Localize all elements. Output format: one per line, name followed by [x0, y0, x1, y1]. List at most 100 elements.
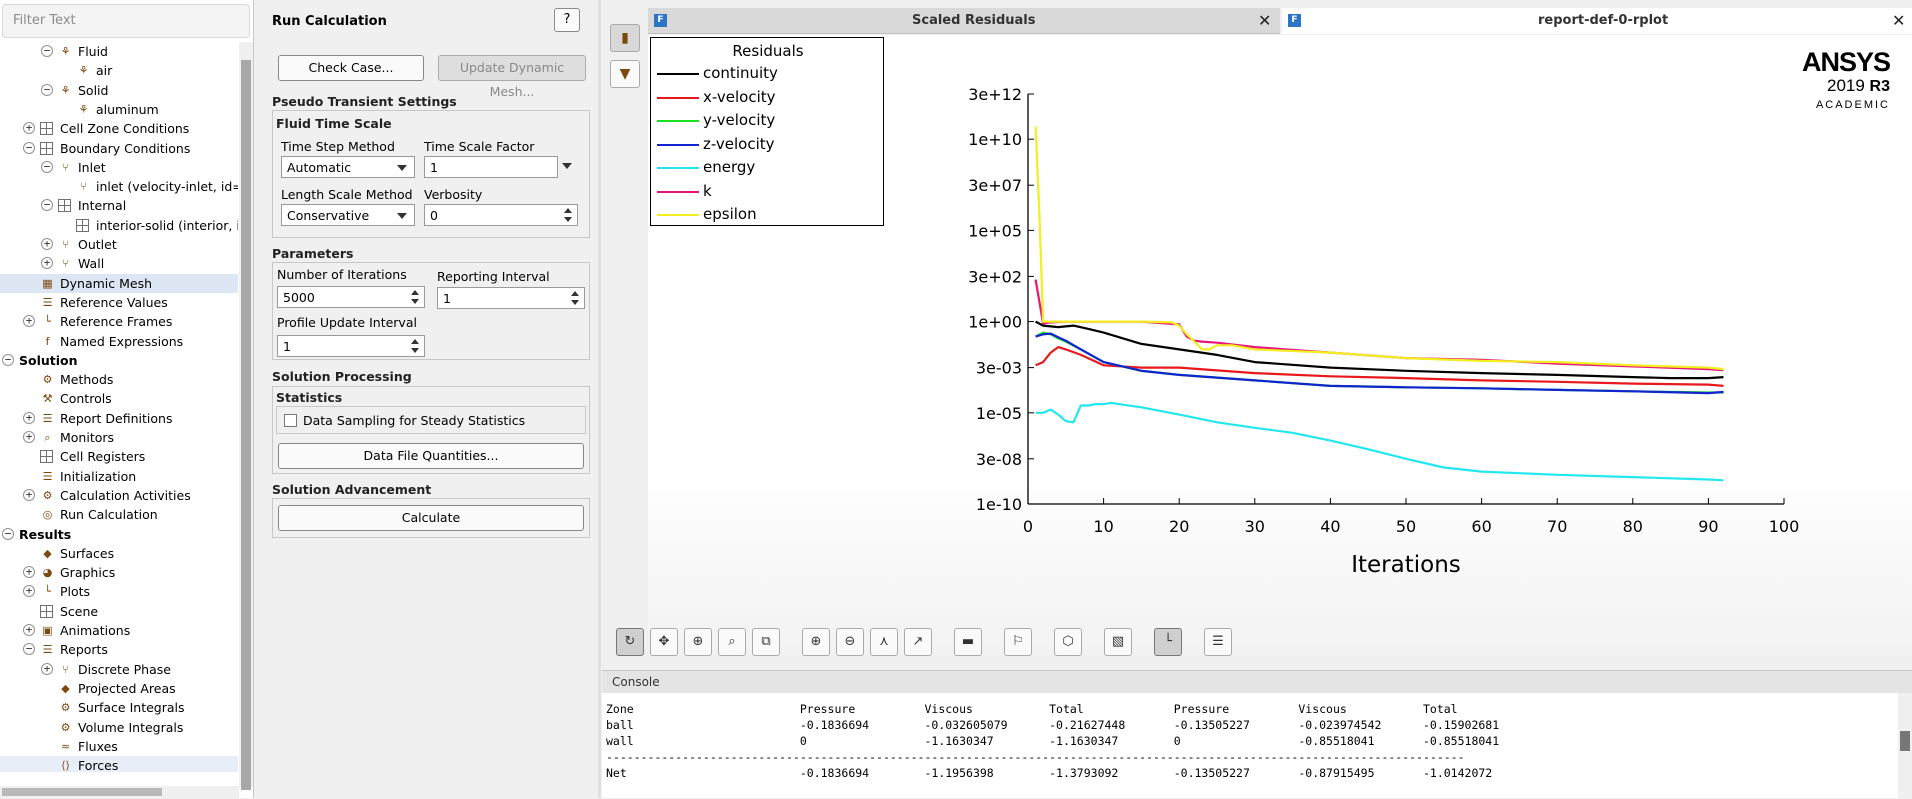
- tree-horizontal-scrollbar[interactable]: [0, 786, 239, 798]
- tree-item[interactable]: Scene: [0, 602, 238, 621]
- tree-item[interactable]: + Cell Zone Conditions: [0, 119, 238, 138]
- tree-item[interactable]: + ◕ Graphics: [0, 563, 238, 582]
- tree-item[interactable]: − ⑂ Inlet: [0, 158, 238, 177]
- filter-icon[interactable]: ▼: [610, 60, 640, 88]
- expand-icon[interactable]: +: [23, 585, 35, 598]
- tree-item[interactable]: + ⑂ Wall: [0, 254, 238, 273]
- chevron-down-icon[interactable]: [562, 163, 572, 169]
- tree-item[interactable]: ≈ Fluxes: [0, 737, 238, 756]
- tree-item[interactable]: + ▣ Animations: [0, 621, 238, 640]
- check-case-button[interactable]: Check Case...: [278, 55, 424, 81]
- tree-vertical-scrollbar[interactable]: [239, 42, 253, 790]
- collapse-icon[interactable]: −: [2, 353, 14, 366]
- ruler-icon[interactable]: ▬: [954, 628, 982, 656]
- update-dynamic-mesh-button[interactable]: Update Dynamic Mesh...: [438, 55, 586, 99]
- tree-item[interactable]: ◆ Projected Areas: [0, 679, 238, 698]
- expand-icon[interactable]: +: [23, 411, 35, 424]
- calculate-button[interactable]: Calculate: [278, 505, 584, 531]
- tree-item[interactable]: − Internal: [0, 196, 238, 215]
- console-text[interactable]: Zone Pressure Viscous Total Pressure Vis…: [606, 701, 1499, 781]
- pan-icon[interactable]: ✥: [650, 628, 678, 656]
- tree-item[interactable]: ◆ Surfaces: [0, 544, 238, 563]
- tree-item[interactable]: ⚙ Volume Integrals: [0, 718, 238, 737]
- expand-icon[interactable]: +: [23, 624, 35, 636]
- display-options-icon[interactable]: ▧: [1104, 628, 1132, 656]
- data-sampling-checkbox[interactable]: [284, 414, 297, 427]
- expand-icon[interactable]: +: [41, 238, 53, 250]
- tab-report-plot[interactable]: F report-def-0-rplot ✕: [1282, 8, 1912, 34]
- tree-item[interactable]: + ⌕ Monitors: [0, 428, 238, 447]
- notes-icon[interactable]: ☰: [1204, 628, 1232, 656]
- zoom-out-icon[interactable]: ⊖: [836, 628, 864, 656]
- expand-icon[interactable]: +: [41, 257, 53, 270]
- collapse-icon[interactable]: −: [23, 141, 35, 154]
- tree-item[interactable]: ☰ Reference Values: [0, 293, 238, 312]
- expand-icon[interactable]: +: [23, 431, 35, 443]
- splitter[interactable]: [598, 0, 601, 798]
- tree-item[interactable]: ⚙ Methods: [0, 370, 238, 389]
- tree-item[interactable]: ⚘ air: [0, 61, 238, 80]
- scrollbar-thumb[interactable]: [241, 60, 251, 790]
- tree-item[interactable]: ☰ Initialization: [0, 467, 238, 486]
- expand-icon[interactable]: +: [23, 315, 35, 328]
- scrollbar-thumb[interactable]: [2, 788, 162, 796]
- tree-item[interactable]: − ☰ Reports: [0, 640, 238, 659]
- time-scale-factor-input[interactable]: 1: [424, 156, 558, 178]
- expand-icon[interactable]: +: [23, 122, 35, 135]
- export-icon[interactable]: ↗: [904, 628, 932, 656]
- probe-icon[interactable]: ⚐: [1004, 628, 1032, 656]
- chart-icon[interactable]: └: [1154, 628, 1182, 656]
- zoom-in-icon[interactable]: ⊕: [684, 628, 712, 656]
- view-3d-icon[interactable]: ⬡: [1054, 628, 1082, 656]
- zoom-box-icon[interactable]: ⌕: [718, 628, 746, 656]
- reporting-interval-spinner[interactable]: 1: [437, 287, 585, 309]
- close-icon[interactable]: ✕: [1892, 11, 1906, 30]
- expand-icon[interactable]: +: [23, 488, 35, 501]
- length-scale-method-select[interactable]: Conservative: [281, 204, 415, 226]
- tree-item[interactable]: + ☰ Report Definitions: [0, 409, 238, 428]
- tree-item[interactable]: f Named Expressions: [0, 332, 238, 351]
- tree-item[interactable]: + └ Reference Frames: [0, 312, 238, 331]
- tree-item[interactable]: ⚒ Controls: [0, 389, 238, 408]
- help-icon[interactable]: ?: [554, 8, 580, 32]
- collapse-icon[interactable]: −: [41, 160, 53, 173]
- tree-item[interactable]: − ⚘ Fluid: [0, 42, 238, 61]
- tree-item[interactable]: ⚘ aluminum: [0, 100, 238, 119]
- zoom-in-2-icon[interactable]: ⊕: [802, 628, 830, 656]
- tree-item[interactable]: + ⚙ Calculation Activities: [0, 486, 238, 505]
- verbosity-spinner[interactable]: 0: [424, 204, 578, 226]
- tree-item[interactable]: Cell Registers: [0, 447, 238, 466]
- profile-update-spinner[interactable]: 1: [277, 335, 425, 357]
- close-icon[interactable]: ✕: [1258, 11, 1272, 30]
- tab-scaled-residuals[interactable]: F Scaled Residuals ✕: [648, 8, 1280, 34]
- axes-icon[interactable]: ⋏: [870, 628, 898, 656]
- collapse-icon[interactable]: −: [23, 643, 35, 656]
- filter-input[interactable]: Filter Text: [2, 4, 250, 38]
- scrollbar-thumb[interactable]: [1900, 731, 1910, 751]
- tree-item[interactable]: + ⑂ Discrete Phase: [0, 660, 238, 679]
- tree-item[interactable]: ⚙ Surface Integrals: [0, 698, 238, 717]
- residuals-plot-area[interactable]: 0 10 20 30 40 50 60 70 80 90 100 1e-10 3e-08 1e-05 3e-…: [648, 35, 1912, 655]
- tree-item[interactable]: − ⚘ Solid: [0, 81, 238, 100]
- collapse-icon[interactable]: −: [41, 83, 53, 96]
- expand-icon[interactable]: +: [23, 566, 35, 579]
- expand-icon[interactable]: +: [41, 662, 53, 675]
- collapse-icon[interactable]: −: [41, 199, 53, 212]
- data-file-quantities-button[interactable]: Data File Quantities...: [278, 443, 584, 469]
- zoom-fit-icon[interactable]: ⧉: [752, 628, 780, 656]
- collapse-icon[interactable]: −: [41, 45, 53, 57]
- console-scrollbar[interactable]: [1898, 693, 1912, 799]
- tree-item[interactable]: − Results: [0, 525, 238, 544]
- tree-item[interactable]: interior-solid (interior, i: [0, 216, 238, 235]
- collapse-icon[interactable]: −: [2, 527, 14, 540]
- tree-item[interactable]: − Boundary Conditions: [0, 139, 238, 158]
- tree-item[interactable]: + └ Plots: [0, 582, 238, 601]
- tree-item[interactable]: ⑂ inlet (velocity-inlet, id=5: [0, 177, 238, 196]
- rotate-icon[interactable]: ↻: [616, 628, 644, 656]
- graph-toolbar-icon[interactable]: ▮: [610, 24, 640, 52]
- tree-item[interactable]: ▦ Dynamic Mesh: [0, 273, 238, 293]
- iterations-spinner[interactable]: 5000: [277, 286, 425, 308]
- tree-item[interactable]: ◎ Run Calculation: [0, 505, 238, 524]
- time-step-method-select[interactable]: Automatic: [281, 156, 415, 178]
- tree-item[interactable]: ⟨⟩ Forces: [0, 756, 238, 772]
